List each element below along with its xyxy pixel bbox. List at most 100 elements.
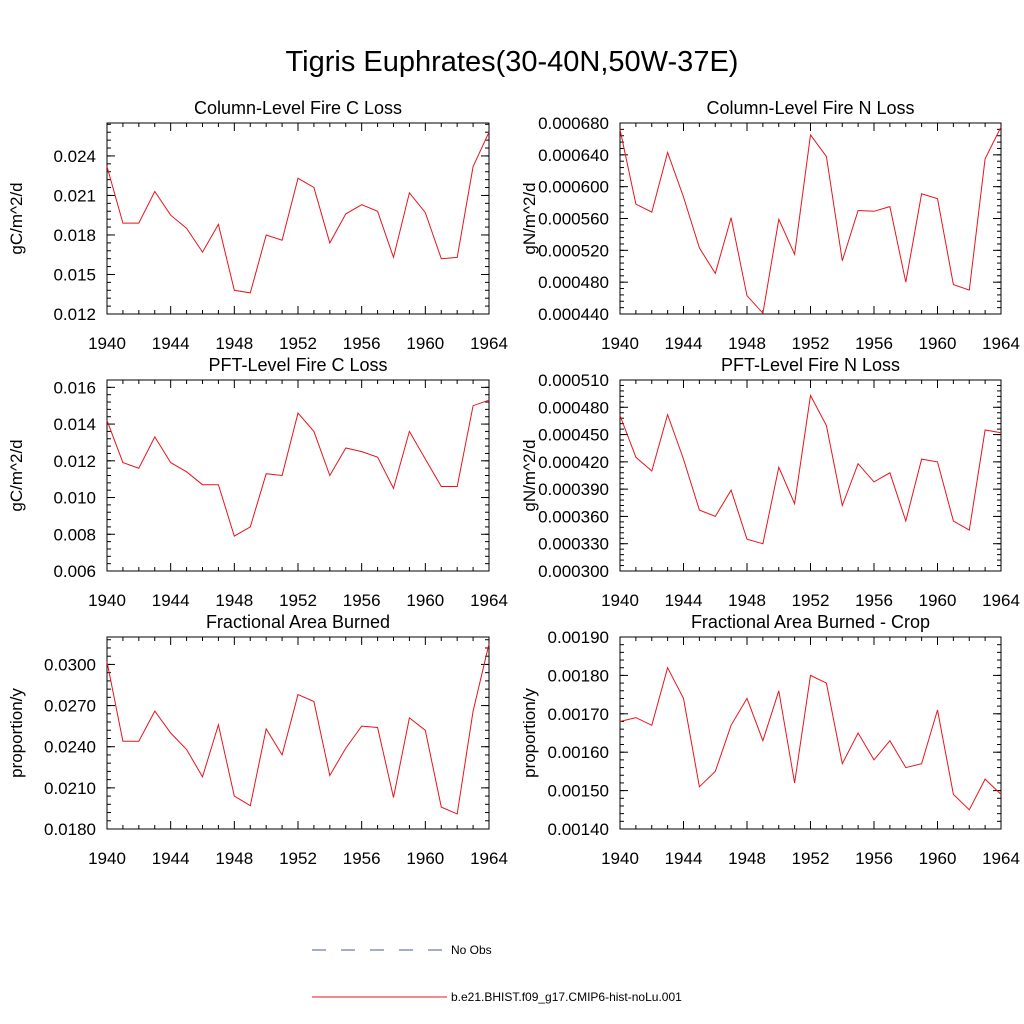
x-tick-label: 1964 <box>470 334 508 353</box>
legend-label-model: b.e21.BHIST.f09_g17.CMIP6-hist-noLu.001 <box>451 990 682 1004</box>
x-tick-label: 1944 <box>665 334 703 353</box>
series-line <box>106 643 490 815</box>
chart-panel-1: Column-Level Fire C Loss gC/m^2/d 1940 1944… <box>7 98 508 353</box>
y-tick-label: 0.000480 <box>538 398 609 417</box>
plot-frame <box>106 636 490 830</box>
x-tick-label: 1948 <box>215 591 253 610</box>
plot-frame <box>106 122 490 315</box>
chart-title: Fractional Area Burned <box>206 612 390 632</box>
y-tick-label: 0.000330 <box>538 535 609 554</box>
x-tick-label: 1956 <box>343 849 381 868</box>
x-tick-label: 1956 <box>855 334 893 353</box>
y-tick-label: 0.000420 <box>538 453 609 472</box>
y-tick-label: 0.018 <box>53 226 96 245</box>
chart-panel-4: PFT-Level Fire N Loss gN/m^2/d 1940 1944 194… <box>520 355 1020 610</box>
y-tick-label: 0.0240 <box>44 738 96 757</box>
y-axis-label: gC/m^2/d <box>7 439 26 511</box>
x-tick-label: 1944 <box>152 849 190 868</box>
chart-title: PFT-Level Fire N Loss <box>721 355 900 375</box>
x-tick-label: 1948 <box>728 849 766 868</box>
y-tick-label: 0.016 <box>53 378 96 397</box>
y-tick-label: 0.010 <box>53 489 96 508</box>
y-tick-label: 0.000510 <box>538 371 609 390</box>
x-tick-label: 1956 <box>855 591 893 610</box>
y-tick-label: 0.012 <box>53 305 96 324</box>
x-tick-label: 1940 <box>601 334 639 353</box>
x-tick-label: 1960 <box>406 849 444 868</box>
x-tick-label: 1960 <box>406 334 444 353</box>
y-tick-label: 0.015 <box>53 265 96 284</box>
chart-title: PFT-Level Fire C Loss <box>208 355 387 375</box>
x-tick-label: 1944 <box>152 591 190 610</box>
y-tick-label: 0.000390 <box>538 480 609 499</box>
series-line <box>619 666 1002 811</box>
x-tick-label: 1952 <box>279 591 317 610</box>
y-tick-label: 0.00180 <box>548 666 609 685</box>
x-tick-label: 1940 <box>601 849 639 868</box>
x-tick-label: 1940 <box>88 849 126 868</box>
y-tick-label: 0.000450 <box>538 426 609 445</box>
x-tick-label: 1944 <box>152 334 190 353</box>
y-tick-label: 0.024 <box>53 147 96 166</box>
y-tick-label: 0.021 <box>53 186 96 205</box>
plot-frame <box>619 636 1002 830</box>
x-tick-label: 1960 <box>919 849 957 868</box>
y-tick-label: 0.00170 <box>548 705 609 724</box>
x-tick-label: 1940 <box>601 591 639 610</box>
y-axis-label: gN/m^2/d <box>520 182 539 254</box>
series-line <box>619 126 1002 315</box>
y-tick-label: 0.000520 <box>538 241 609 260</box>
y-tick-label: 0.00190 <box>548 628 609 647</box>
series-line <box>106 399 490 537</box>
x-tick-label: 1956 <box>855 849 893 868</box>
y-axis-label: gC/m^2/d <box>7 182 26 254</box>
x-tick-label: 1952 <box>792 849 830 868</box>
x-tick-label: 1960 <box>919 591 957 610</box>
legend-label-no-obs: No Obs <box>451 943 492 957</box>
chart-title: Fractional Area Burned - Crop <box>691 612 930 632</box>
y-tick-label: 0.000600 <box>538 178 609 197</box>
x-tick-label: 1940 <box>88 591 126 610</box>
x-tick-label: 1956 <box>343 334 381 353</box>
x-tick-label: 1952 <box>792 334 830 353</box>
y-tick-label: 0.014 <box>53 415 96 434</box>
x-tick-label: 1960 <box>406 591 444 610</box>
plot-frame <box>106 379 490 572</box>
series-line <box>619 393 1002 545</box>
x-tick-label: 1948 <box>215 849 253 868</box>
y-axis-label: proportion/y <box>520 688 539 778</box>
y-axis-label: gN/m^2/d <box>520 439 539 511</box>
chart-title: Column-Level Fire N Loss <box>706 98 914 118</box>
y-tick-label: 0.00150 <box>548 782 609 801</box>
y-tick-label: 0.000680 <box>538 114 609 133</box>
x-tick-label: 1948 <box>728 334 766 353</box>
x-tick-label: 1948 <box>215 334 253 353</box>
y-tick-label: 0.000480 <box>538 273 609 292</box>
x-tick-label: 1952 <box>279 849 317 868</box>
chart-title: Column-Level Fire C Loss <box>194 98 402 118</box>
x-tick-label: 1944 <box>665 591 703 610</box>
y-tick-label: 0.00140 <box>548 820 609 839</box>
y-axis-label: proportion/y <box>7 688 26 778</box>
x-tick-label: 1964 <box>982 591 1020 610</box>
chart-panel-3: PFT-Level Fire C Loss gC/m^2/d 1940 1944 194… <box>7 355 508 610</box>
y-tick-label: 0.000300 <box>538 562 609 581</box>
plot-frame <box>619 379 1002 572</box>
y-tick-label: 0.000640 <box>538 146 609 165</box>
y-tick-label: 0.0210 <box>44 779 96 798</box>
x-tick-label: 1944 <box>665 849 703 868</box>
x-tick-label: 1964 <box>470 591 508 610</box>
plot-frame <box>619 122 1002 315</box>
page-title: Tigris Euphrates(30-40N,50W-37E) <box>285 46 739 78</box>
x-tick-label: 1960 <box>919 334 957 353</box>
chart-panel-5: Fractional Area Burned proportion/y 1940 19… <box>7 612 508 868</box>
x-tick-label: 1964 <box>982 334 1020 353</box>
series-line <box>106 131 490 294</box>
x-tick-label: 1964 <box>982 849 1020 868</box>
y-tick-label: 0.000560 <box>538 210 609 229</box>
x-tick-label: 1952 <box>279 334 317 353</box>
chart-panel-2: Column-Level Fire N Loss gN/m^2/d 1940 1944… <box>520 98 1020 353</box>
y-tick-label: 0.0300 <box>44 655 96 674</box>
